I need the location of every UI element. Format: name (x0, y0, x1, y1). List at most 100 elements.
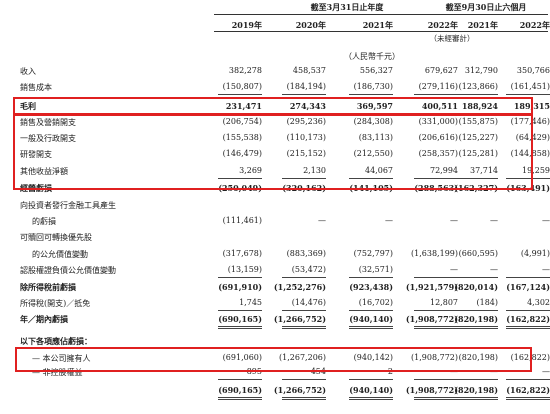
table-row: 的公允價值變動 (317,678) (883,369) (752,797) (1,638… (0, 249, 550, 263)
row-label: 認股權證負債公允價值變動 (20, 266, 116, 275)
row-label: 銷售及營銷開支 (20, 118, 76, 127)
cell-value: — (542, 216, 550, 225)
cell-value: 458,537 (292, 66, 326, 75)
row-label: — 本公司擁有人 (32, 354, 91, 363)
cell-value: (13,159) (227, 265, 262, 274)
sum-rule (218, 178, 262, 179)
cell-value: (940,140) (349, 314, 393, 324)
cell-value: 369,597 (356, 101, 393, 111)
cell-value: 382,278 (228, 66, 262, 75)
cell-value: (111,461) (222, 216, 262, 225)
cell-value: (161,451) (510, 82, 550, 91)
sum-rule (454, 310, 498, 311)
sum-rule (349, 379, 393, 380)
cell-value: (940,142) (353, 353, 393, 362)
cell-value: 274,343 (289, 101, 326, 111)
year-header-4: 2021年 (467, 20, 498, 30)
cell-value: (146,479) (222, 149, 262, 158)
row-label: 年／期內虧損 (20, 314, 68, 324)
row-label: 毛利 (20, 101, 36, 111)
row-label: 一般及行政開支 (20, 134, 76, 143)
sum-rule (414, 310, 458, 311)
cell-value: 188,924 (461, 101, 498, 111)
header-group-annual-rule (214, 14, 480, 15)
cell-value: 400,511 (421, 101, 458, 111)
cell-value: 679,627 (424, 66, 458, 75)
row-label: — 非控股權益 (32, 368, 83, 377)
row-label: 其他收益淨額 (20, 167, 68, 176)
sum-rule (349, 399, 393, 400)
sum-rule (414, 397, 458, 398)
cell-value: (940,140) (349, 385, 393, 395)
cell-value: (258,357) (418, 149, 458, 158)
sum-rule (506, 399, 550, 400)
cell-value: (162,822) (506, 314, 550, 324)
sum-rule (349, 397, 393, 398)
cell-value: — (490, 216, 498, 225)
table-row: 可贖回可轉換優先股 (0, 232, 550, 246)
cell-value: (820,198) (458, 353, 498, 362)
sum-rule (454, 328, 498, 329)
sum-rule (218, 310, 262, 311)
cell-value: 556,327 (359, 66, 393, 75)
unit-label: （人民幣千元） (344, 52, 400, 61)
cell-value: 3,269 (239, 166, 262, 175)
cell-value: 231,471 (225, 101, 262, 111)
row-label: 向投資者發行金融工具產生 (20, 201, 116, 210)
cell-value: (215,152) (286, 149, 326, 158)
cell-value: (123,866) (458, 82, 498, 91)
year-header-0: 2019年 (231, 20, 262, 30)
cell-value: (125,281) (458, 149, 498, 158)
cell-value: 1,745 (239, 298, 262, 307)
cell-value: (1,266,752) (273, 385, 326, 395)
cell-value: (150,807) (222, 82, 262, 91)
sum-rule (218, 379, 262, 380)
row-label: 可贖回可轉換優先股 (20, 233, 92, 242)
cell-value: (923,438) (349, 282, 393, 292)
cell-value: 72,994 (430, 166, 458, 175)
sum-rule (282, 178, 326, 179)
sum-rule (506, 178, 550, 179)
cell-value: (820,014) (454, 282, 498, 292)
cell-value: (1,908,772) (405, 314, 458, 324)
cell-value: (1,638,199) (411, 249, 458, 258)
sum-rule (414, 326, 458, 327)
cell-value: (53,472) (291, 265, 326, 274)
table-row: 銷售及營銷開支 (206,754) (295,236) (284,308) (331,0… (0, 117, 550, 131)
sum-rule (454, 399, 498, 400)
sum-rule (506, 379, 550, 380)
cell-value: (167,124) (506, 282, 550, 292)
sum-rule (349, 328, 393, 329)
cell-value: (1,921,579) (405, 282, 458, 292)
table-row: 以下各項應佔虧損： (0, 336, 550, 350)
cell-value: (1,908,772) (405, 385, 458, 395)
header-group-interim-rule (424, 14, 548, 15)
row-label: 銷售成本 (20, 83, 52, 92)
cell-value: (162,822) (506, 385, 550, 395)
sum-rule (349, 94, 393, 95)
sum-rule (506, 277, 550, 278)
table-row: 收入 382,278 458,537 556,327 679,627 312,790 350… (0, 66, 550, 80)
cell-value: (177,446) (510, 117, 550, 126)
cell-value: 4,302 (527, 298, 550, 307)
cell-value: (317,678) (222, 249, 262, 258)
cell-value: (883,369) (286, 249, 326, 258)
sum-rule (414, 399, 458, 400)
highlight-expenses (13, 113, 533, 190)
cell-value: (284,308) (353, 117, 393, 126)
table-row: 其他收益淨額 3,269 2,130 44,067 72,994 37,714 19,259 (0, 166, 550, 180)
table-row: 除所得稅前虧損 (691,910) (1,252,276) (923,438) (1,9… (0, 282, 550, 296)
cell-value: (691,910) (218, 282, 262, 292)
sum-rule (282, 310, 326, 311)
sum-rule (454, 397, 498, 398)
year-header-5: 2022年 (519, 20, 550, 30)
cell-value: (820,198) (454, 314, 498, 324)
table-row: 認股權證負債公允價值變動 (13,159) (53,472) (32,571) — — — (0, 265, 550, 279)
cell-value: (184,194) (286, 82, 326, 91)
cell-value: (125,227) (458, 133, 498, 142)
sum-rule (414, 277, 458, 278)
cell-value: (212,550) (353, 149, 393, 158)
row-label: 所得稅(開支)／抵免 (20, 299, 91, 308)
sum-rule (218, 399, 262, 400)
year-header-1: 2020年 (295, 20, 326, 30)
